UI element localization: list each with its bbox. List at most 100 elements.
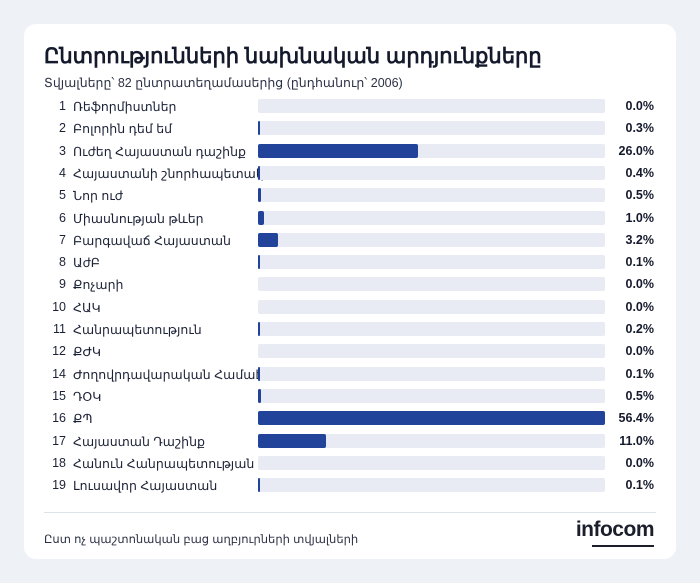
value-label: 0.0% (625, 99, 655, 113)
value-label: 0.2% (625, 322, 655, 336)
chart-subtitle: Տվյալները՝ 82 ընտրատեղամասերից (ընդհանու… (44, 76, 403, 90)
value-label: 0.0% (625, 299, 655, 314)
category-label: Բոլորին դեմ եմ (73, 122, 173, 137)
bar-track (258, 322, 605, 336)
value-label: 0.5% (625, 388, 655, 403)
bar-row: 17 Հայաստան Դաշինք 11.0% (24, 430, 676, 452)
bar-row: 16 ՔՊ 56.4% (24, 407, 676, 429)
row-number: 16 (52, 411, 66, 426)
bar-row: 12 ՔԺԿ 0.0% (24, 340, 676, 362)
value-label: 3.2% (625, 232, 655, 247)
category-label: ՔՊ (73, 412, 93, 427)
category-label: Քոչարի (73, 278, 124, 293)
row-number: 15 (52, 388, 66, 403)
bar-track (258, 232, 605, 247)
bar-row: 8 ԱժԲ 0.1% (24, 251, 676, 273)
value-label: 11.0% (619, 433, 654, 448)
bar (258, 121, 260, 136)
bar-track (258, 143, 605, 158)
category-label: ԴՕԿ (73, 389, 102, 404)
value-label: 0.1% (625, 478, 655, 493)
chart-title: Ընտրությունների նախնական արդյունքները (44, 45, 542, 68)
bar-row: 9 Քոչարի 0.0% (24, 273, 676, 295)
row-number: 12 (52, 344, 66, 359)
category-label: Նոր ուժ (73, 189, 124, 204)
category-label: ՀԱԿ (73, 300, 101, 315)
bar-track (258, 255, 605, 270)
row-number: 6 (59, 210, 66, 225)
bar-track (258, 411, 605, 426)
bar-track (258, 165, 605, 180)
bar-row: 5 Նոր ուժ 0.5% (24, 184, 676, 206)
value-label: 0.1% (625, 366, 655, 381)
bar-row: 14 Ժողովրդավարական Համաէ 0.1% (24, 363, 676, 385)
category-label: Լուսավոր Հայաստան (73, 479, 218, 494)
bar-row: 19 Լուսավոր Հայաստան 0.1% (24, 474, 676, 496)
category-label: Ուժեղ Հայաստան դաշինք (73, 144, 246, 159)
row-number: 2 (59, 121, 66, 136)
bar-row: 6 Միասնության թևեր 1.0% (24, 207, 676, 229)
bar (258, 255, 260, 270)
bar (258, 478, 260, 493)
bar-track (258, 344, 605, 359)
value-label: 0.1% (625, 255, 655, 270)
bar-track (258, 188, 605, 203)
row-number: 17 (52, 433, 66, 448)
bar-track (258, 210, 605, 225)
bar-track (258, 99, 605, 113)
category-label: ԱժԲ (73, 256, 100, 271)
bar-track (258, 299, 605, 314)
bar (258, 388, 262, 403)
category-label: Ռեֆորմիստներ (73, 100, 177, 114)
row-number: 19 (52, 478, 66, 493)
bar (258, 143, 418, 158)
row-number: 3 (59, 143, 66, 158)
bar-row: 2 Բոլորին դեմ եմ 0.3% (24, 117, 676, 139)
bar-track (258, 366, 605, 381)
bar (258, 165, 261, 180)
bar (258, 322, 260, 336)
row-number: 9 (59, 277, 66, 292)
source-note: Ըստ ոչ պաշտոնական բաց աղբյուրների տվյալն… (44, 534, 359, 546)
value-label: 26.0% (618, 143, 654, 158)
row-number: 11 (53, 322, 66, 336)
row-number: 7 (59, 232, 66, 247)
value-label: 0.5% (625, 188, 655, 203)
row-number: 8 (59, 255, 66, 270)
bar-row: 10 ՀԱԿ 0.0% (24, 296, 676, 318)
value-label: 0.0% (625, 277, 655, 292)
bar-track (258, 277, 605, 292)
infocom-logo: infocom (575, 518, 655, 541)
bar-row: 1 Ռեֆորմիստներ 0.0% (24, 95, 676, 117)
bar-track (258, 121, 605, 136)
value-label: 0.3% (625, 121, 655, 136)
category-label: Հայաստան Դաշինք (73, 434, 205, 449)
bar-track (258, 388, 605, 403)
row-number: 10 (52, 299, 66, 314)
category-label: Միասնության թևեր (73, 211, 204, 226)
row-number: 18 (52, 455, 66, 470)
bar (258, 210, 265, 225)
value-label: 0.0% (625, 455, 655, 470)
logo-underline (592, 545, 654, 547)
bar-track (258, 455, 605, 470)
bar-row: 3 Ուժեղ Հայաստան դաշինք 26.0% (24, 140, 676, 162)
bar (258, 188, 262, 203)
bar-track (258, 433, 605, 448)
bar (258, 411, 605, 426)
bar-row: 11 Հանրապետություն 0.2% (24, 318, 676, 340)
footer-divider (44, 512, 656, 513)
row-number: 1 (59, 99, 66, 113)
value-label: 56.4% (618, 411, 654, 426)
bar-row: 7 Բարգավաճ Հայաստան 3.2% (24, 229, 676, 251)
value-label: 0.0% (625, 344, 655, 359)
category-label: Հայաստանի շնորհապետակ (73, 166, 264, 181)
value-label: 0.4% (625, 165, 655, 180)
bar (258, 366, 260, 381)
category-label: Բարգավաճ Հայաստան (73, 233, 231, 248)
bar-track (258, 478, 605, 493)
bar (258, 232, 278, 247)
row-number: 14 (52, 366, 66, 381)
chart-card: Ընտրությունների նախնական արդյունքները Տվ… (24, 24, 676, 559)
value-label: 1.0% (625, 210, 655, 225)
